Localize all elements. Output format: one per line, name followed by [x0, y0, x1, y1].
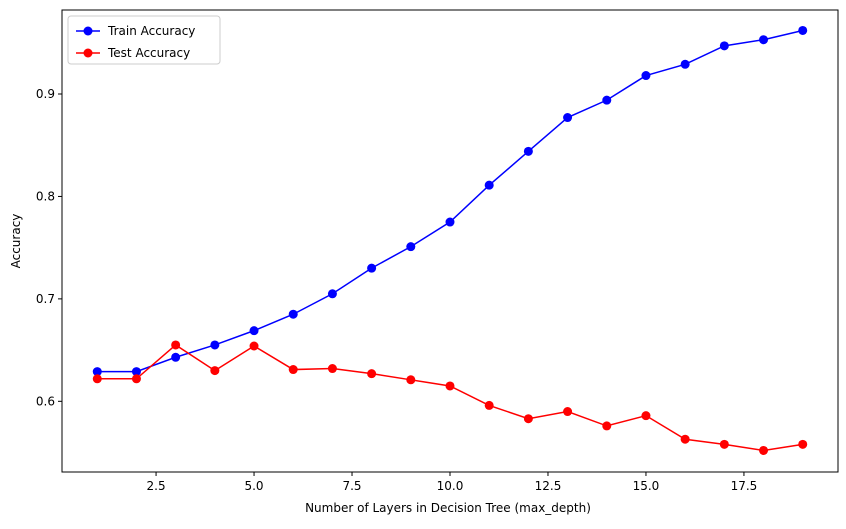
legend-marker: [83, 48, 93, 58]
point: [210, 340, 220, 350]
x-tick-label: 7.5: [342, 479, 361, 493]
legend-marker: [83, 26, 93, 36]
legend-box: [67, 15, 221, 65]
series-line: [97, 29, 803, 373]
point: [210, 366, 220, 376]
x-tick-label: 2.5: [147, 479, 166, 493]
point: [759, 35, 769, 45]
plot-frame: [61, 9, 839, 473]
legend-label: Train Accuracy: [107, 24, 195, 38]
y-axis-label: Accuracy: [9, 214, 23, 269]
point: [719, 41, 729, 51]
point: [602, 95, 612, 105]
point: [563, 407, 573, 417]
y-tick-label: 0.7: [36, 292, 55, 306]
point: [406, 375, 416, 385]
point: [680, 434, 690, 444]
x-tick-label: 17.5: [731, 479, 758, 493]
x-tick-label: 12.5: [535, 479, 562, 493]
x-axis-label: Number of Layers in Decision Tree (max_d…: [305, 501, 591, 515]
point: [171, 352, 181, 362]
point: [523, 146, 533, 156]
legend-label: Test Accuracy: [107, 46, 190, 60]
point: [484, 400, 494, 410]
point: [759, 445, 769, 455]
point: [641, 71, 651, 81]
point: [288, 365, 298, 375]
series-line: [97, 344, 803, 452]
point: [719, 439, 729, 449]
point: [171, 340, 181, 350]
point: [484, 180, 494, 190]
point: [327, 289, 337, 299]
point: [563, 113, 573, 123]
point: [367, 263, 377, 273]
point: [680, 59, 690, 69]
point: [92, 374, 102, 384]
x-tick-label: 5.0: [244, 479, 263, 493]
point: [406, 242, 416, 252]
y-tick-label: 0.8: [36, 189, 55, 203]
point: [798, 439, 808, 449]
point: [523, 414, 533, 424]
point: [367, 369, 377, 379]
point: [798, 25, 808, 35]
x-tick-label: 10.0: [437, 479, 464, 493]
point: [445, 381, 455, 391]
point: [288, 309, 298, 319]
point: [92, 367, 102, 377]
point: [131, 367, 141, 377]
x-tick-label: 15.0: [633, 479, 660, 493]
point: [327, 364, 337, 374]
y-tick-label: 0.9: [36, 87, 55, 101]
point: [602, 421, 612, 431]
point: [445, 217, 455, 227]
point: [131, 374, 141, 384]
point: [249, 326, 259, 336]
y-tick-label: 0.6: [36, 394, 55, 408]
point: [641, 411, 651, 421]
point: [249, 341, 259, 351]
